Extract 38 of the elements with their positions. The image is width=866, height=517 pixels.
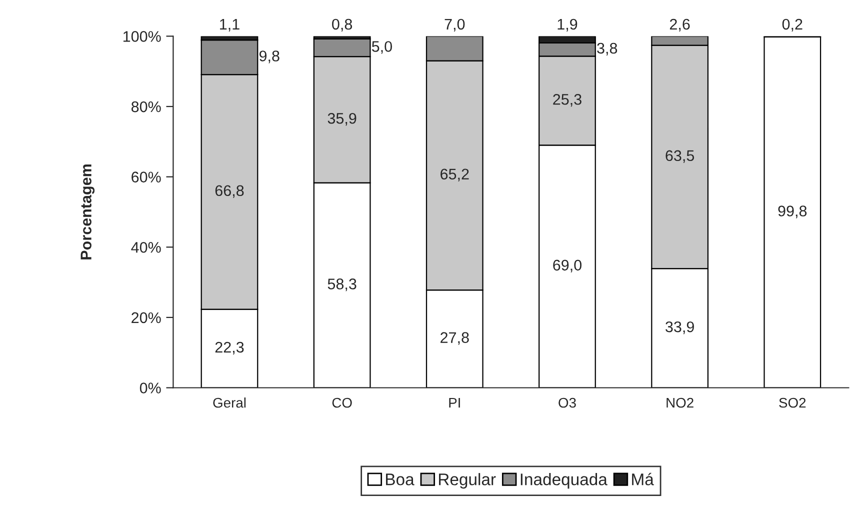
- data-label: 1,1: [220, 18, 240, 32]
- x-tick-label: PI: [449, 398, 460, 408]
- y-axis-title: Porcentagem: [80, 164, 95, 260]
- x-tick-label: SO2: [779, 398, 806, 408]
- data-label: 5,0: [372, 41, 392, 54]
- data-label: 7,0: [444, 18, 465, 32]
- data-label: 99,8: [778, 206, 807, 218]
- legend-label: Boa: [386, 474, 414, 486]
- legend-label: Má: [632, 472, 654, 486]
- data-label: 9,8: [259, 50, 280, 64]
- x-tick-label: Geral: [213, 397, 246, 408]
- data-label: 66,8: [215, 185, 244, 198]
- y-tick-label: 60%: [132, 172, 161, 182]
- data-label: 1,9: [558, 18, 578, 32]
- y-tick-label: 40%: [131, 242, 161, 253]
- data-label: 33,9: [666, 321, 694, 334]
- x-tick-label: CO: [332, 398, 352, 408]
- data-label: 69,0: [553, 260, 582, 272]
- data-label: 63,5: [666, 150, 694, 163]
- data-label: 25,3: [553, 94, 582, 107]
- data-label: 35,9: [328, 112, 356, 126]
- data-label: 27,8: [440, 332, 469, 345]
- y-tick-label: 100%: [123, 31, 161, 42]
- data-label: 3,8: [597, 42, 618, 56]
- x-tick-label: NO2: [666, 398, 694, 408]
- legend-label: Regular: [439, 473, 496, 489]
- data-label: 0,8: [332, 18, 352, 32]
- y-tick-label: 0%: [140, 382, 161, 394]
- data-label: 58,3: [328, 278, 356, 292]
- data-label: 2,6: [670, 18, 690, 32]
- x-tick-label: O3: [558, 398, 576, 408]
- legend-label: Inadequada: [520, 473, 608, 489]
- data-label: 65,2: [440, 168, 469, 182]
- y-tick-label: 20%: [132, 312, 161, 324]
- bar: [764, 36, 822, 388]
- data-label: 0,2: [782, 18, 802, 32]
- data-label: 22,3: [215, 342, 244, 354]
- y-tick-label: 80%: [131, 101, 161, 112]
